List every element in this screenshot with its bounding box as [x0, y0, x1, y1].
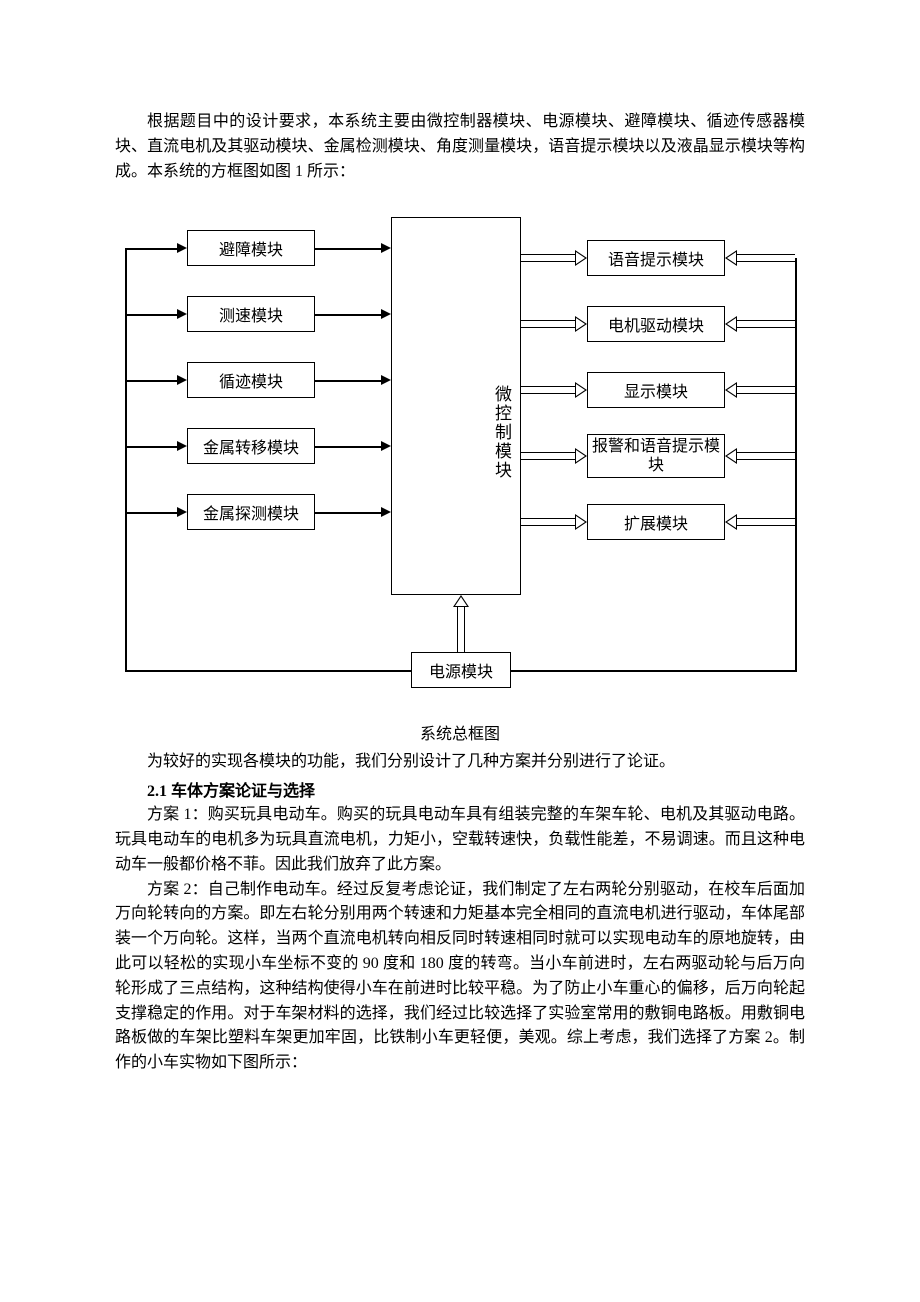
- bus-l4: [126, 512, 177, 514]
- right-label-4: 扩展模块: [624, 510, 688, 534]
- left-label-2: 循迹模块: [219, 368, 283, 392]
- bus-r0: [737, 254, 795, 262]
- r1-arrow: [575, 316, 587, 332]
- bus-r3-arrow: [725, 448, 737, 464]
- left-box-2: 循迹模块: [187, 362, 315, 398]
- l1-arrow: [381, 309, 391, 319]
- l2-arrow: [381, 375, 391, 385]
- right-label-3: 报警和语音提示模块: [588, 437, 724, 475]
- left-box-3: 金属转移模块: [187, 428, 315, 464]
- right-label-2: 显示模块: [624, 378, 688, 402]
- r4-connector: [521, 518, 575, 526]
- bus-bl: [125, 670, 411, 672]
- r2-arrow: [575, 382, 587, 398]
- bus-l1: [126, 314, 177, 316]
- power-module-label: 电源模块: [429, 658, 493, 682]
- intro-paragraph: 根据题目中的设计要求，本系统主要由微控制器模块、电源模块、避障模块、循迹传感器模…: [115, 110, 805, 184]
- left-box-1: 测速模块: [187, 296, 315, 332]
- bus-r2-arrow: [725, 382, 737, 398]
- right-box-2: 显示模块: [587, 372, 725, 408]
- r0-connector: [521, 254, 575, 262]
- right-label-1: 电机驱动模块: [608, 312, 704, 336]
- r3-connector: [521, 452, 575, 460]
- left-box-0: 避障模块: [187, 230, 315, 266]
- bus-l0: [126, 248, 177, 250]
- bus-r4-arrow: [725, 514, 737, 530]
- left-label-4: 金属探测模块: [203, 500, 299, 524]
- page: 根据题目中的设计要求，本系统主要由微控制器模块、电源模块、避障模块、循迹传感器模…: [0, 0, 920, 1302]
- bus-l4-arrow: [177, 507, 187, 517]
- power-connector: [457, 607, 465, 652]
- left-label-3: 金属转移模块: [203, 434, 299, 458]
- center-module-label: 微控制模块: [492, 385, 511, 480]
- r0-arrow: [575, 250, 587, 266]
- bus-r3: [737, 452, 795, 460]
- left-box-4: 金属探测模块: [187, 494, 315, 530]
- bus-l3: [126, 446, 177, 448]
- l1-connector: [315, 314, 381, 316]
- body-p1: 为较好的实现各模块的功能，我们分别设计了几种方案并分别进行了论证。: [115, 750, 805, 775]
- section-heading-2-1: 2.1 车体方案论证与选择: [115, 777, 805, 801]
- bus-l0-arrow: [177, 243, 187, 253]
- bus-l3-arrow: [177, 441, 187, 451]
- power-arrow: [453, 595, 469, 607]
- bus-r2: [737, 386, 795, 394]
- bus-lv: [125, 248, 127, 671]
- r3-arrow: [575, 448, 587, 464]
- right-box-3: 报警和语音提示模块: [587, 434, 725, 478]
- right-box-4: 扩展模块: [587, 504, 725, 540]
- l0-connector: [315, 248, 381, 250]
- right-box-1: 电机驱动模块: [587, 306, 725, 342]
- left-label-0: 避障模块: [219, 236, 283, 260]
- power-module-box: 电源模块: [411, 652, 511, 688]
- bus-l2-arrow: [177, 375, 187, 385]
- bus-br: [511, 670, 797, 672]
- left-label-1: 测速模块: [219, 302, 283, 326]
- body-p3: 方案 2：自己制作电动车。经过反复考虑论证，我们制定了左右两轮分别驱动，在校车后…: [115, 878, 805, 1076]
- l2-connector: [315, 380, 381, 382]
- bus-l1-arrow: [177, 309, 187, 319]
- l3-arrow: [381, 441, 391, 451]
- l4-arrow: [381, 507, 391, 517]
- diagram-caption: 系统总框图: [115, 720, 805, 744]
- bus-r1-arrow: [725, 316, 737, 332]
- right-label-0: 语音提示模块: [608, 246, 704, 270]
- right-box-0: 语音提示模块: [587, 240, 725, 276]
- bus-r1: [737, 320, 795, 328]
- body-p2: 方案 1：购买玩具电动车。购买的玩具电动车具有组装完整的车架车轮、电机及其驱动电…: [115, 803, 805, 877]
- l0-arrow: [381, 243, 391, 253]
- system-block-diagram: 微控制模块 避障模块 测速模块 循迹模块 金属转移模块 金属探测模块: [115, 212, 805, 712]
- bus-r0-arrow: [725, 250, 737, 266]
- r1-connector: [521, 320, 575, 328]
- r2-connector: [521, 386, 575, 394]
- bus-rv: [795, 258, 797, 671]
- l4-connector: [315, 512, 381, 514]
- l3-connector: [315, 446, 381, 448]
- bus-l2: [126, 380, 177, 382]
- r4-arrow: [575, 514, 587, 530]
- bus-r4: [737, 518, 795, 526]
- center-module-box: 微控制模块: [391, 217, 521, 595]
